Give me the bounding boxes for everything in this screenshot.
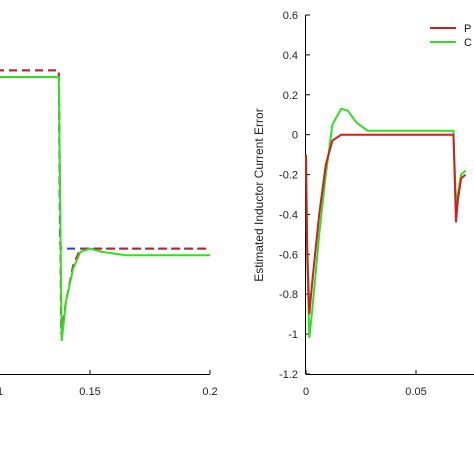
right-series-line-C xyxy=(305,107,467,339)
right-x-tick-label: 0.05 xyxy=(405,386,426,398)
right-y-tick-label: -0.8 xyxy=(279,289,298,301)
right-y-ticks: 0.6 0.4 0.2 0 -0.2 -0.4 -0.6 -0.8 -1 -1.2 xyxy=(279,10,310,381)
right-series-line-P xyxy=(305,133,467,315)
left-series-line-3 xyxy=(0,76,210,342)
right-chart: 0.60.40.20-0.2-0.4-0.6-0.8-1-1.2 0 0.05 E… xyxy=(252,10,474,398)
right-y-tick-label: -0.6 xyxy=(279,249,298,261)
right-series-group xyxy=(305,107,467,339)
right-y-tick-label: -1.2 xyxy=(279,369,298,381)
right-y-tick-label: 0.6 xyxy=(283,10,298,22)
left-series-line-1 xyxy=(0,69,210,250)
left-series-group xyxy=(0,69,210,342)
right-y-tick-label: -1 xyxy=(288,329,298,341)
right-y-tick-label: -0.2 xyxy=(279,170,298,182)
right-y-tick-label: 0 xyxy=(292,130,298,142)
left-chart: 0.15 0.2 1 xyxy=(0,69,218,398)
left-x-tick-label: 0.2 xyxy=(202,386,217,398)
right-x-ticks: 0 0.05 xyxy=(303,370,427,398)
left-partial-tick-label: 1 xyxy=(0,386,3,398)
legend-label-C: C xyxy=(464,37,472,49)
right-y-tick-label: 0.4 xyxy=(283,50,298,62)
left-x-ticks: 0.15 0.2 xyxy=(79,370,218,398)
left-series-line-2 xyxy=(0,69,210,335)
legend-label-P: P xyxy=(464,23,471,35)
legend: PC xyxy=(430,23,472,49)
right-y-tick-label: -0.4 xyxy=(279,209,298,221)
y-axis-title: Estimated Inductor Current Error xyxy=(252,108,266,281)
right-x-tick-label: 0 xyxy=(303,386,309,398)
left-x-tick-label: 0.15 xyxy=(79,386,100,398)
right-y-tick-label: 0.2 xyxy=(283,90,298,102)
